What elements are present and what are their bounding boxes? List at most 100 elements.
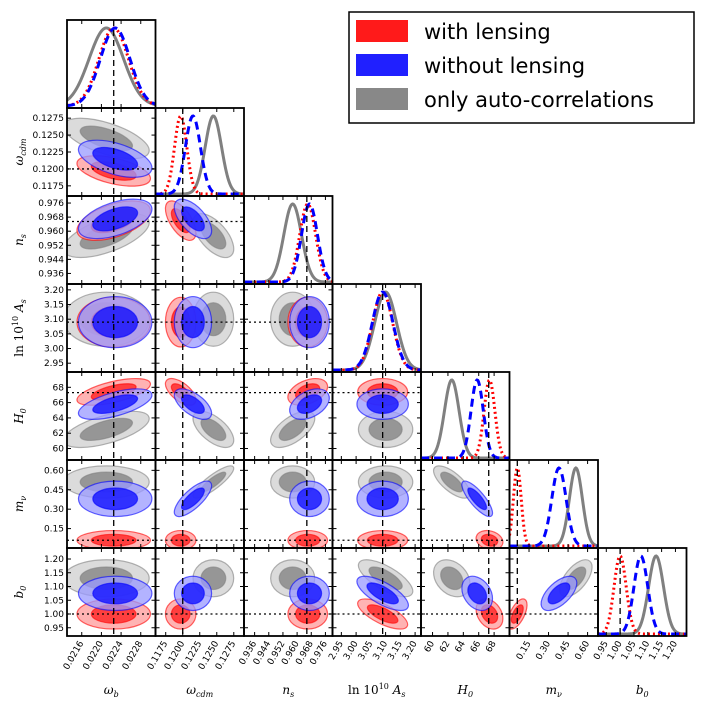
xlabel-n: ns — [282, 683, 294, 699]
contour-2-1sigma — [368, 417, 403, 442]
xtick-label: 60 — [423, 639, 438, 654]
panel-4-1 — [154, 371, 245, 461]
contour-2-1sigma — [440, 471, 464, 493]
contour-1-1sigma — [296, 394, 323, 415]
panel-2-0 — [66, 195, 157, 285]
xlabel-b: b0 — [636, 683, 649, 699]
xlabel-H: H0 — [456, 683, 473, 699]
contour-1-1sigma — [467, 582, 488, 605]
xlabel-ω: ωb — [104, 683, 119, 699]
contour-1-1sigma — [366, 487, 399, 511]
contour-1-1sigma — [92, 582, 139, 605]
contour-1-1sigma — [296, 487, 323, 511]
panel-5-5 — [508, 459, 599, 549]
panel-6-1 — [154, 547, 245, 637]
panel-3-0 — [66, 283, 157, 373]
xlabel-ln 10: ln 1010 As — [348, 682, 405, 699]
contour-1-1sigma — [547, 582, 571, 605]
marginal-curve-2 — [67, 26, 156, 107]
marginal-curve-1 — [598, 554, 687, 636]
ylabel-m: mν — [12, 496, 28, 512]
ylabel-b: b0 — [12, 586, 28, 599]
legend-swatch-0 — [356, 20, 408, 42]
contour-1-1sigma — [92, 146, 139, 171]
panel-6-2 — [243, 547, 334, 637]
panel-5-2 — [243, 459, 334, 549]
marginal-curve-1 — [332, 290, 421, 372]
legend: with lensing without lensing only auto-cor… — [348, 11, 695, 124]
panel-5-3 — [331, 459, 422, 549]
panel-6-6 — [597, 547, 688, 637]
panel-2-2 — [243, 195, 334, 285]
panel-1-0 — [66, 107, 157, 197]
ytick-label: 0.1225 — [33, 148, 65, 158]
marginal-curve-1 — [67, 26, 156, 108]
panel-4-2 — [243, 371, 334, 461]
ytick-label: 0.952 — [38, 241, 64, 251]
panel-5-4 — [420, 459, 511, 549]
ylabel-H: H0 — [12, 408, 28, 425]
marginal-curve-0 — [509, 466, 598, 548]
panel-2-1 — [154, 195, 245, 285]
ytick-label: 0.30 — [44, 505, 64, 515]
panel-4-0 — [66, 371, 157, 461]
panel-5-1 — [154, 459, 245, 549]
ytick-label: 2.95 — [44, 359, 64, 369]
ytick-label: 3.05 — [44, 330, 64, 340]
xtick-label: 0.15 — [515, 640, 534, 662]
panel-4-3 — [331, 371, 422, 461]
legend-swatch-1 — [356, 54, 408, 76]
contour-2-1sigma — [79, 417, 134, 442]
panel-frame — [508, 459, 599, 549]
panel-6-5 — [508, 547, 599, 637]
ytick-label: 0.976 — [38, 199, 64, 209]
ytick-label: 60 — [53, 445, 65, 455]
panel-6-3 — [331, 547, 422, 637]
ytick-label: 0.1175 — [33, 182, 65, 192]
panel-3-3 — [331, 283, 422, 373]
xtick-label: 0.30 — [534, 639, 553, 662]
ytick-label: 0.1275 — [33, 114, 65, 124]
contour-2-1sigma — [440, 566, 464, 591]
panel-6-0 — [66, 547, 157, 637]
panel-6-4 — [420, 547, 511, 637]
marginal-curve-2 — [155, 114, 244, 196]
ytick-label: 1.20 — [44, 555, 64, 565]
ytick-label: 0.60 — [44, 466, 64, 476]
xtick-label: 62 — [438, 640, 452, 655]
marginal-curve-2 — [421, 378, 510, 460]
marginal-curve-1 — [155, 114, 244, 196]
contour-1-1sigma — [467, 487, 488, 511]
ytick-label: 3.00 — [44, 345, 64, 355]
marginal-curve-0 — [155, 114, 244, 196]
ytick-label: 0.968 — [38, 213, 64, 223]
ytick-label: 68 — [53, 383, 65, 393]
ytick-label: 0.45 — [44, 486, 64, 496]
contour-1-1sigma — [180, 487, 205, 511]
panel-5-0 — [66, 459, 157, 549]
marginal-curve-1 — [421, 378, 510, 460]
ytick-label: 66 — [53, 399, 65, 409]
legend-label-0: with lensing — [424, 20, 551, 44]
panel-frame — [597, 547, 688, 637]
ytick-label: 1.05 — [44, 596, 64, 606]
ylabel-ω: ωcdm — [12, 138, 28, 165]
contour-1-1sigma — [296, 582, 323, 605]
ytick-label: 1.00 — [44, 610, 64, 620]
panel-3-1 — [154, 283, 245, 373]
panel-4-4 — [420, 371, 511, 461]
ytick-label: 0.15 — [44, 525, 64, 535]
marginal-curve-2 — [244, 202, 333, 284]
legend-label-1: without lensing — [424, 54, 585, 78]
xtick-label: 1.20 — [661, 639, 680, 662]
xtick-label: 0.60 — [574, 639, 593, 662]
ytick-label: 3.10 — [44, 315, 64, 325]
contour-1-1sigma — [92, 305, 139, 339]
marginal-curve-0 — [332, 290, 421, 372]
marginal-curve-2 — [598, 554, 687, 636]
xtick-label: 68 — [484, 639, 499, 654]
ytick-label: 64 — [53, 414, 65, 424]
contour-2-1sigma — [200, 417, 227, 442]
marginal-curve-1 — [244, 202, 333, 284]
